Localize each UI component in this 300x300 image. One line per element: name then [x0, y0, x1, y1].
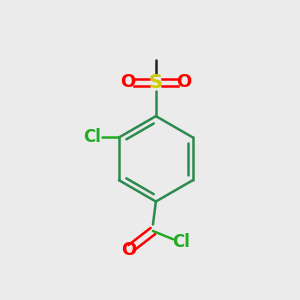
Text: O: O	[176, 73, 191, 91]
Text: S: S	[149, 73, 163, 92]
Text: O: O	[121, 241, 136, 259]
Text: O: O	[120, 73, 136, 91]
Text: Cl: Cl	[172, 233, 190, 251]
Text: Cl: Cl	[83, 128, 101, 146]
